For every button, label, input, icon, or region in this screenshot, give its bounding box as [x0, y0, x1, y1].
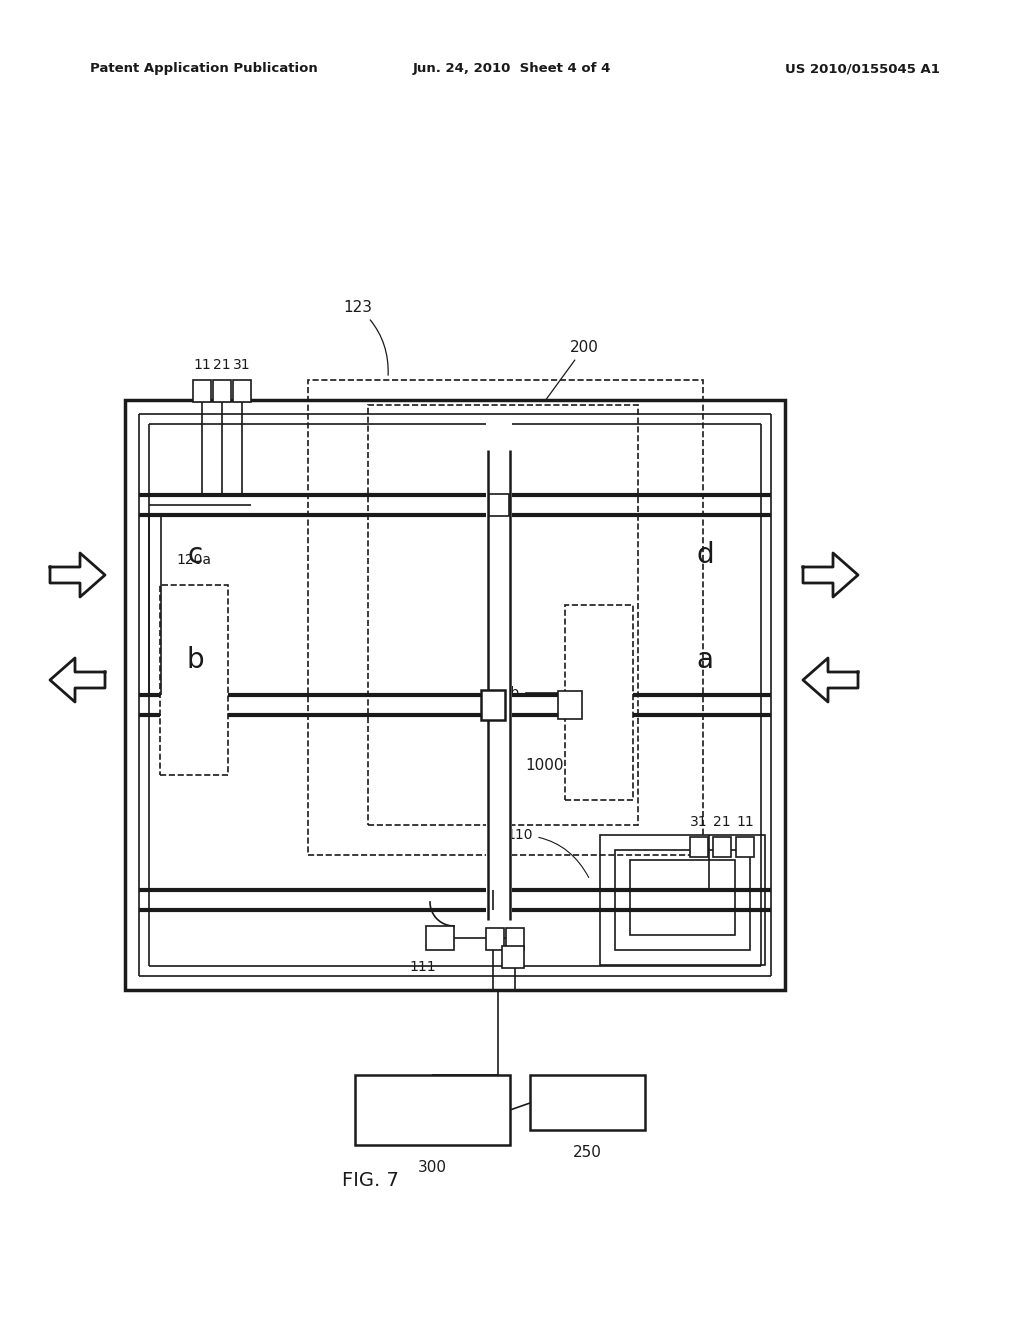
- Text: 110: 110: [507, 828, 589, 878]
- Bar: [600, 836, 765, 965]
- Bar: [713, 837, 731, 857]
- Text: 123: 123: [343, 300, 388, 375]
- Bar: [160, 585, 228, 775]
- Bar: [736, 837, 754, 857]
- Text: FIG. 7: FIG. 7: [342, 1171, 398, 1189]
- Bar: [355, 1074, 510, 1144]
- Bar: [233, 380, 251, 403]
- Text: c: c: [187, 541, 203, 569]
- Text: Jun. 24, 2010  Sheet 4 of 4: Jun. 24, 2010 Sheet 4 of 4: [413, 62, 611, 75]
- Bar: [530, 1074, 645, 1130]
- Bar: [481, 690, 505, 719]
- Text: a: a: [696, 645, 714, 675]
- Text: 31: 31: [233, 358, 251, 372]
- Bar: [489, 494, 509, 516]
- Text: b: b: [186, 645, 204, 675]
- Bar: [193, 380, 211, 403]
- Bar: [630, 861, 735, 935]
- Text: 21: 21: [713, 814, 731, 829]
- Bar: [213, 380, 231, 403]
- Bar: [502, 946, 524, 968]
- Text: 250: 250: [572, 1144, 601, 1160]
- Text: 111: 111: [410, 960, 436, 974]
- Bar: [426, 927, 454, 950]
- Bar: [125, 400, 785, 990]
- Text: 21: 21: [213, 358, 230, 372]
- Text: 31: 31: [690, 814, 708, 829]
- Text: US 2010/0155045 A1: US 2010/0155045 A1: [785, 62, 940, 75]
- Bar: [486, 420, 512, 920]
- Text: 120b: 120b: [484, 686, 562, 700]
- Bar: [486, 928, 504, 950]
- Text: 11: 11: [194, 358, 211, 372]
- Text: Patent Application Publication: Patent Application Publication: [90, 62, 317, 75]
- Bar: [615, 850, 750, 950]
- Text: 120a: 120a: [176, 553, 212, 568]
- Bar: [308, 380, 703, 855]
- Text: 11: 11: [736, 814, 754, 829]
- Bar: [565, 605, 633, 800]
- Text: 200: 200: [545, 341, 598, 401]
- Bar: [690, 837, 708, 857]
- Bar: [558, 690, 582, 719]
- Bar: [368, 405, 638, 825]
- Text: 300: 300: [418, 1160, 446, 1175]
- Bar: [506, 928, 524, 950]
- Text: 1000: 1000: [525, 758, 563, 772]
- Text: d: d: [696, 541, 714, 569]
